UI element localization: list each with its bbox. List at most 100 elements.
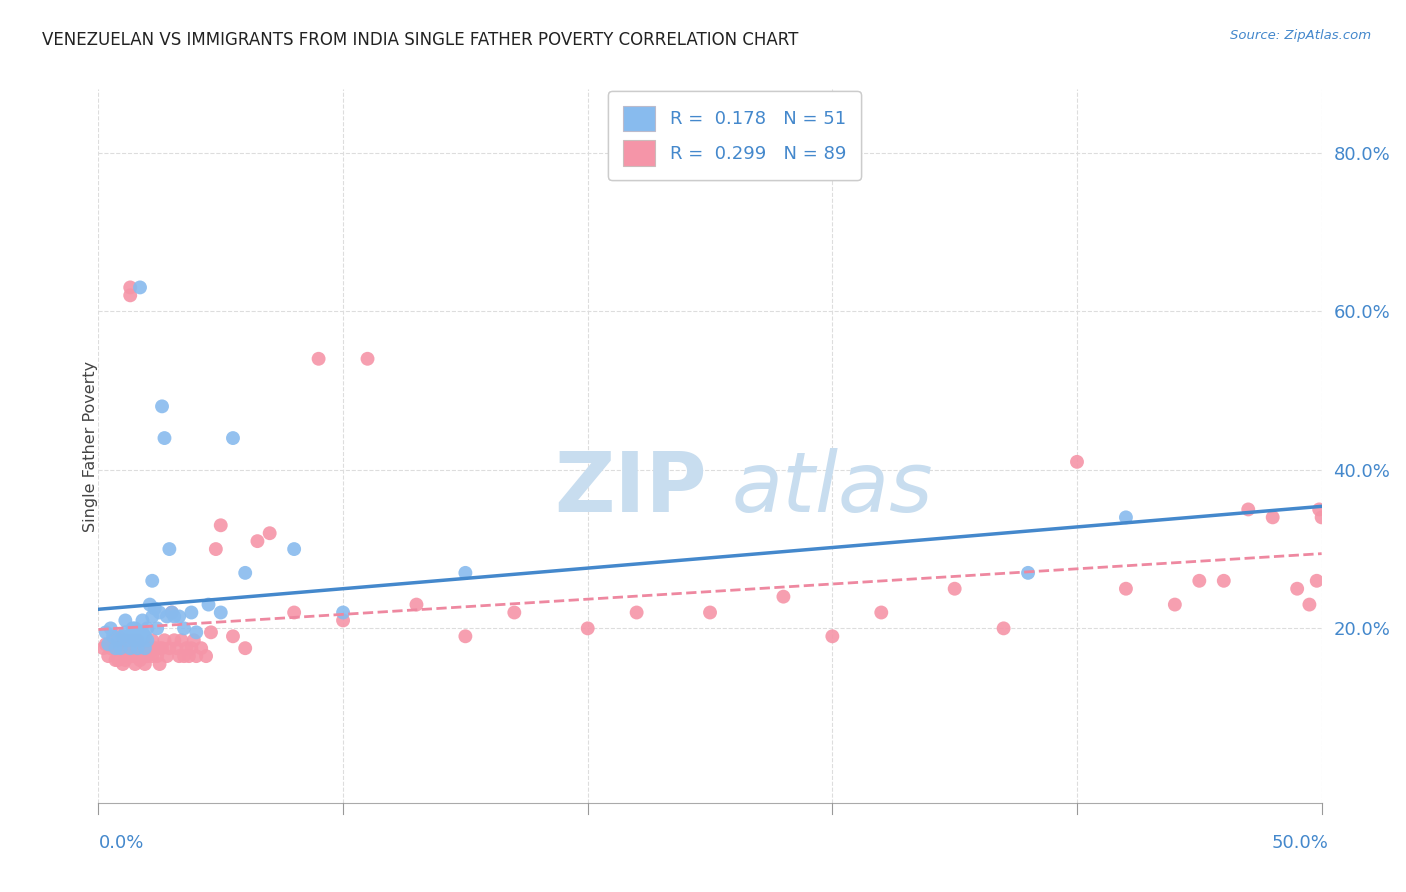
Point	[209, 518, 232, 533]
Point	[1066, 455, 1088, 469]
Point	[120, 629, 142, 643]
Point	[120, 641, 142, 656]
Point	[114, 633, 136, 648]
Point	[1237, 502, 1260, 516]
Point	[157, 542, 180, 557]
Point	[121, 633, 143, 648]
Point	[101, 629, 124, 643]
Point	[107, 653, 129, 667]
Point	[121, 649, 143, 664]
Point	[129, 641, 152, 656]
Point	[114, 614, 136, 628]
Point	[1164, 598, 1187, 612]
Point	[104, 641, 127, 656]
Point	[454, 629, 477, 643]
Point	[136, 641, 159, 656]
Text: Source: ZipAtlas.com: Source: ZipAtlas.com	[1230, 29, 1371, 42]
Point	[134, 641, 156, 656]
Point	[160, 606, 183, 620]
Point	[129, 280, 152, 294]
Point	[356, 351, 378, 366]
Point	[246, 534, 269, 549]
Point	[134, 629, 156, 643]
Point	[131, 614, 153, 628]
Point	[772, 590, 794, 604]
Point	[131, 649, 153, 664]
Point	[166, 641, 188, 656]
Point	[136, 621, 159, 635]
Point	[1115, 582, 1137, 596]
Point	[131, 625, 153, 640]
Point	[993, 621, 1015, 635]
Point	[110, 641, 132, 656]
Point	[176, 641, 198, 656]
Point	[149, 606, 172, 620]
Point	[259, 526, 281, 541]
Point	[91, 641, 114, 656]
Point	[1261, 510, 1284, 524]
Point	[127, 625, 149, 640]
Point	[1115, 510, 1137, 524]
Point	[124, 657, 146, 671]
Point	[141, 574, 163, 588]
Point	[195, 649, 218, 664]
Point	[127, 641, 149, 656]
Point	[283, 542, 305, 557]
Point	[94, 625, 117, 640]
Point	[821, 629, 844, 643]
Point	[134, 657, 156, 671]
Point	[143, 601, 166, 615]
Point	[190, 641, 212, 656]
Y-axis label: Single Father Poverty: Single Father Poverty	[83, 360, 97, 532]
Point	[160, 606, 183, 620]
Point	[200, 625, 222, 640]
Point	[129, 633, 152, 648]
Point	[129, 653, 152, 667]
Point	[332, 606, 354, 620]
Point	[97, 649, 120, 664]
Point	[222, 629, 245, 643]
Point	[100, 641, 122, 656]
Point	[163, 609, 186, 624]
Point	[117, 649, 139, 664]
Point	[146, 621, 169, 635]
Point	[173, 649, 195, 664]
Text: 50.0%: 50.0%	[1272, 834, 1329, 852]
Point	[111, 629, 134, 643]
Point	[173, 621, 195, 635]
Point	[699, 606, 721, 620]
Point	[576, 621, 599, 635]
Point	[101, 633, 124, 648]
Point	[503, 606, 526, 620]
Point	[150, 400, 173, 414]
Point	[332, 614, 354, 628]
Point	[120, 288, 142, 302]
Text: atlas: atlas	[731, 449, 934, 529]
Point	[120, 280, 142, 294]
Point	[180, 641, 202, 656]
Point	[1298, 598, 1320, 612]
Point	[121, 621, 143, 635]
Point	[183, 633, 205, 648]
Point	[1310, 510, 1333, 524]
Point	[117, 641, 139, 656]
Point	[157, 641, 180, 656]
Point	[127, 649, 149, 664]
Point	[131, 641, 153, 656]
Point	[127, 633, 149, 648]
Point	[107, 629, 129, 643]
Point	[139, 641, 162, 656]
Point	[186, 625, 208, 640]
Point	[107, 633, 129, 648]
Point	[141, 609, 163, 624]
Point	[136, 649, 159, 664]
Point	[1212, 574, 1234, 588]
Point	[870, 606, 893, 620]
Point	[454, 566, 477, 580]
Point	[156, 649, 179, 664]
Point	[124, 641, 146, 656]
Point	[405, 598, 427, 612]
Point	[1306, 574, 1329, 588]
Point	[104, 653, 127, 667]
Point	[149, 641, 172, 656]
